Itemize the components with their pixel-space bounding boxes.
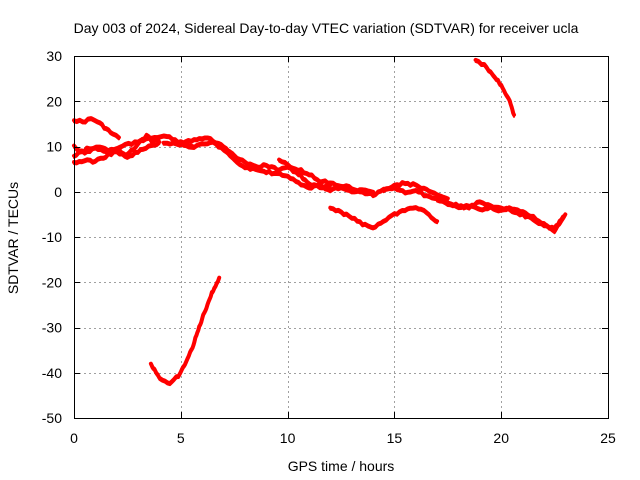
data-series xyxy=(72,57,568,387)
y-tick-label: 20 xyxy=(46,93,62,109)
y-tick-label: -10 xyxy=(42,229,62,245)
axis-ticks: 0 5 10 15 20 25 30 20 10 0 -10 -20 -30 -40 -50 xyxy=(42,48,616,446)
series-line xyxy=(328,205,440,230)
series-line xyxy=(473,57,516,117)
x-axis-label: GPS time / hours xyxy=(288,458,395,474)
series-track-10 xyxy=(435,197,566,231)
y-tick-label: 10 xyxy=(46,139,62,155)
series-line-overlay xyxy=(436,200,565,231)
series-track-8 xyxy=(328,205,440,231)
series-track-1 xyxy=(72,116,121,141)
grid-lines xyxy=(74,56,608,418)
series-line-overlay xyxy=(149,278,221,387)
series-track-12 xyxy=(148,275,222,387)
y-tick-label: -40 xyxy=(42,365,62,381)
series-line-overlay xyxy=(179,142,374,195)
x-tick-label: 5 xyxy=(177,430,185,446)
series-track-11 xyxy=(473,57,516,118)
y-tick-label: -30 xyxy=(42,320,62,336)
x-tick-label: 15 xyxy=(387,430,403,446)
y-axis-label: SDTVAR / TECUs xyxy=(5,182,21,294)
series-line-overlay xyxy=(73,143,161,166)
y-tick-label: 0 xyxy=(54,184,62,200)
series-line-overlay xyxy=(73,119,120,141)
series-line-overlay xyxy=(474,60,515,118)
chart-title: Day 003 of 2024, Sidereal Day-to-day VTE… xyxy=(74,20,579,36)
y-tick-label: -20 xyxy=(42,274,62,290)
y-tick-label: -50 xyxy=(42,410,62,426)
y-tick-label: 30 xyxy=(46,48,62,64)
x-tick-label: 25 xyxy=(600,430,616,446)
series-line xyxy=(72,116,121,140)
series-line xyxy=(72,133,196,158)
series-line-overlay xyxy=(278,160,449,202)
series-track-7 xyxy=(277,157,450,202)
series-line xyxy=(435,197,566,230)
x-tick-label: 20 xyxy=(493,430,509,446)
series-line-overlay xyxy=(329,208,439,231)
series-line xyxy=(277,157,450,201)
x-tick-label: 10 xyxy=(280,430,296,446)
series-line xyxy=(161,135,333,190)
x-tick-label: 0 xyxy=(70,430,78,446)
series-line-overlay xyxy=(382,188,567,235)
